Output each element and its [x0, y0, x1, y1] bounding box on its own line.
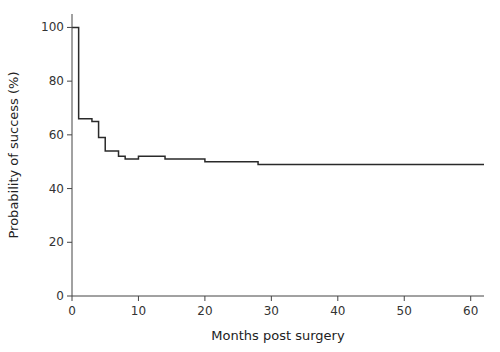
x-axis-line — [72, 296, 484, 297]
y-tick — [67, 27, 72, 28]
x-tick — [470, 296, 471, 301]
x-tick — [72, 296, 73, 301]
x-tick — [337, 296, 338, 301]
x-tick-label: 50 — [397, 304, 412, 318]
x-tick — [404, 296, 405, 301]
y-tick — [67, 81, 72, 82]
x-tick — [271, 296, 272, 301]
y-tick-label: 0 — [56, 289, 64, 303]
x-tick-label: 0 — [68, 304, 76, 318]
page: {"chart_data": {"type": "line", "x": [0,… — [0, 0, 500, 352]
axes: 0 10 20 30 40 50 60 0 20 40 60 80 100 — [41, 14, 484, 318]
y-axis-line — [72, 14, 73, 296]
x-tick-label: 10 — [131, 304, 146, 318]
x-tick — [138, 296, 139, 301]
y-axis-label: Probability of success (%) — [6, 72, 21, 239]
y-tick — [67, 296, 72, 297]
y-tick-label: 60 — [49, 128, 64, 142]
y-tick — [67, 188, 72, 189]
y-tick-label: 100 — [41, 20, 64, 34]
y-tick — [67, 242, 72, 243]
y-tick-label: 40 — [49, 182, 64, 196]
y-tick — [67, 134, 72, 135]
chart: 0 10 20 30 40 50 60 0 20 40 60 80 100 Months post sur… — [0, 0, 500, 352]
x-tick-label: 60 — [463, 304, 478, 318]
x-tick-label: 40 — [330, 304, 345, 318]
y-tick-label: 20 — [49, 235, 64, 249]
x-tick — [204, 296, 205, 301]
x-tick-label: 30 — [264, 304, 279, 318]
step-line — [72, 27, 484, 164]
x-axis-label: Months post surgery — [211, 328, 345, 343]
plot-area — [72, 27, 484, 164]
y-tick-label: 80 — [49, 74, 64, 88]
x-tick-label: 20 — [197, 304, 212, 318]
chart-container: 0 10 20 30 40 50 60 0 20 40 60 80 100 Months post sur… — [0, 0, 500, 352]
